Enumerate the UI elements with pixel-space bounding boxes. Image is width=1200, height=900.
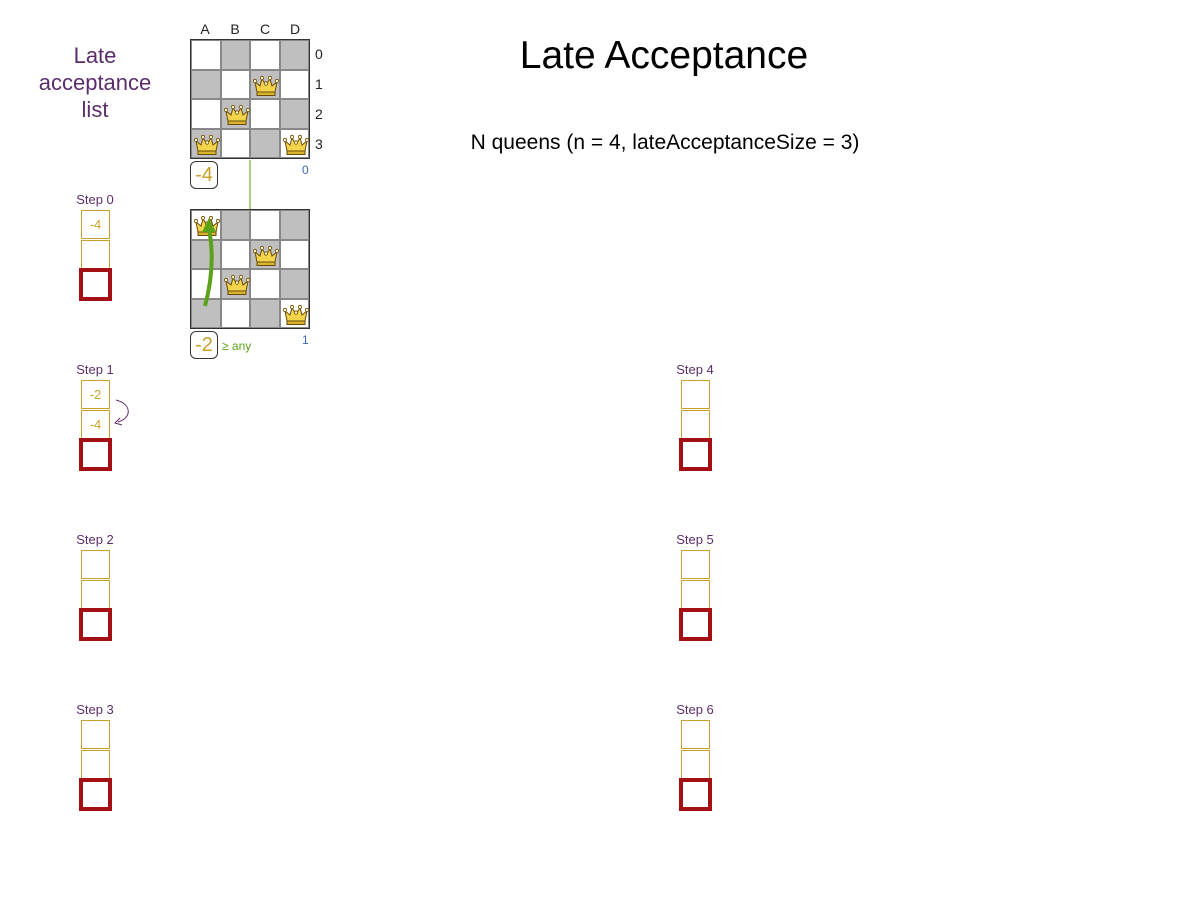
crown-icon bbox=[282, 134, 309, 155]
row-label-1: 1 bbox=[315, 76, 323, 92]
board-cell bbox=[250, 210, 280, 240]
late-acceptance-slot bbox=[81, 580, 110, 609]
step-label: Step 6 bbox=[676, 702, 714, 717]
board-cell bbox=[220, 99, 250, 129]
late-acceptance-slot bbox=[681, 380, 710, 409]
move-number-initial: 0 bbox=[302, 163, 309, 177]
late-acceptance-slot: -2 bbox=[81, 380, 110, 409]
board-cell bbox=[191, 69, 221, 99]
step-label: Step 4 bbox=[676, 362, 714, 377]
board-cell bbox=[279, 99, 309, 129]
board-cell bbox=[279, 298, 309, 328]
current-score-slot bbox=[679, 608, 712, 641]
step-label: Step 5 bbox=[676, 532, 714, 547]
board-cell bbox=[250, 269, 280, 299]
row-label-0: 0 bbox=[315, 46, 323, 62]
page-title: Late Acceptance bbox=[519, 34, 809, 77]
board-cell bbox=[220, 269, 250, 299]
move-number-move-1: 1 bbox=[302, 333, 309, 347]
late-acceptance-slot: -4 bbox=[81, 210, 110, 239]
late-acceptance-slot bbox=[81, 240, 110, 269]
crown-icon bbox=[223, 274, 250, 295]
late-acceptance-slot bbox=[681, 550, 710, 579]
board-cell bbox=[250, 128, 280, 158]
chessboard-initial bbox=[190, 39, 310, 159]
crown-icon bbox=[193, 134, 221, 155]
board-cell bbox=[220, 210, 250, 240]
board-cell bbox=[250, 99, 280, 129]
step-label: Step 0 bbox=[76, 192, 114, 207]
current-score-slot bbox=[79, 268, 112, 301]
score-badge-initial: -4 bbox=[190, 161, 218, 189]
board-cell bbox=[191, 128, 221, 158]
board-cell bbox=[279, 210, 309, 240]
board-cell bbox=[191, 99, 221, 129]
late-acceptance-slot: -4 bbox=[81, 410, 110, 439]
board-cell bbox=[220, 40, 250, 70]
board-cell bbox=[250, 298, 280, 328]
board-cell bbox=[220, 69, 250, 99]
late-acceptance-slot bbox=[81, 720, 110, 749]
board-cell bbox=[220, 128, 250, 158]
side-title-line-3: list bbox=[81, 97, 109, 122]
step-label: Step 1 bbox=[76, 362, 114, 377]
row-label-3: 3 bbox=[315, 136, 323, 152]
late-acceptance-list-title: Late acceptance list bbox=[30, 42, 160, 123]
crown-icon bbox=[252, 245, 280, 266]
column-label-b: B bbox=[230, 21, 240, 37]
board-cell bbox=[279, 269, 309, 299]
board-cell bbox=[250, 40, 280, 70]
board-cell bbox=[279, 128, 309, 158]
board-cell bbox=[279, 239, 309, 269]
board-cell bbox=[191, 40, 221, 70]
accept-condition-label: ≥ any bbox=[222, 339, 252, 353]
late-acceptance-slot bbox=[681, 720, 710, 749]
board-cell bbox=[279, 40, 309, 70]
board-cell bbox=[279, 69, 309, 99]
current-score-slot bbox=[79, 438, 112, 471]
step-label: Step 3 bbox=[76, 702, 114, 717]
step-label: Step 2 bbox=[76, 532, 114, 547]
side-title-line-2: acceptance bbox=[38, 70, 152, 95]
column-label-c: C bbox=[259, 21, 271, 37]
current-score-slot bbox=[79, 778, 112, 811]
column-label-d: D bbox=[289, 21, 301, 37]
crown-icon bbox=[252, 75, 280, 96]
board-cell bbox=[250, 239, 280, 269]
board-cell bbox=[220, 239, 250, 269]
current-score-slot bbox=[79, 608, 112, 641]
row-label-2: 2 bbox=[315, 106, 323, 122]
current-score-slot bbox=[679, 438, 712, 471]
board-cell bbox=[191, 269, 221, 299]
page-subtitle: N queens (n = 4, lateAcceptanceSize = 3) bbox=[470, 131, 860, 154]
crown-icon bbox=[223, 104, 250, 125]
board-cell bbox=[220, 298, 250, 328]
column-label-a: A bbox=[200, 21, 210, 37]
current-score-slot bbox=[679, 778, 712, 811]
board-cell bbox=[250, 69, 280, 99]
board-cell bbox=[191, 239, 221, 269]
late-acceptance-slot bbox=[81, 550, 110, 579]
side-title-line-1: Late bbox=[73, 43, 117, 68]
score-badge-move-1: -2 bbox=[190, 331, 218, 359]
crown-icon bbox=[282, 304, 309, 325]
